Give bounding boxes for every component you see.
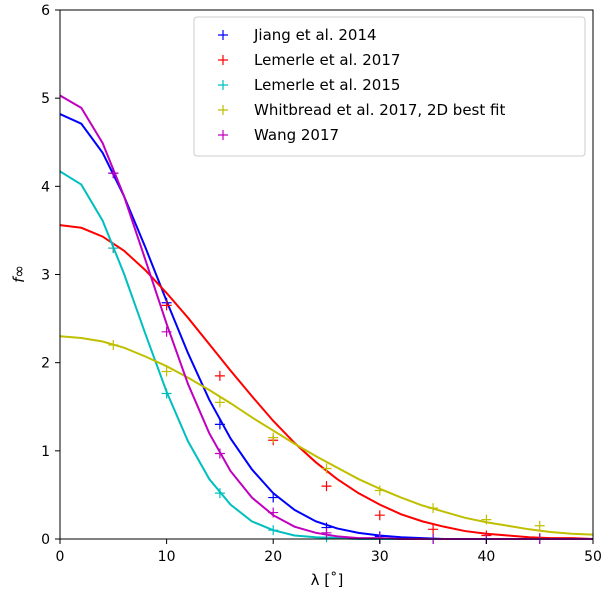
point-series-4-3 bbox=[214, 397, 225, 408]
point-series-5-4 bbox=[268, 507, 279, 518]
point-series-4-8 bbox=[481, 514, 492, 525]
point-series-2-5 bbox=[321, 481, 332, 492]
point-series-1-3 bbox=[214, 419, 225, 430]
y-tick-label: 1 bbox=[41, 444, 50, 460]
legend-marker-series-5 bbox=[218, 130, 228, 140]
point-series-4-5 bbox=[321, 463, 332, 474]
point-series-4-6 bbox=[374, 485, 385, 496]
point-series-3-1 bbox=[108, 243, 119, 254]
point-series-3-3 bbox=[214, 488, 225, 499]
x-tick-label: 30 bbox=[371, 549, 389, 565]
legend-marker-series-1 bbox=[218, 30, 228, 40]
point-series-5-1 bbox=[108, 168, 119, 179]
legend-label-series-2: Lemerle et al. 2017 bbox=[254, 51, 400, 69]
point-series-5-2 bbox=[161, 326, 172, 337]
y-tick-label: 3 bbox=[41, 268, 50, 284]
point-series-4-7 bbox=[428, 503, 439, 514]
y-tick-label: 2 bbox=[41, 356, 50, 372]
point-series-1-4 bbox=[268, 492, 279, 503]
legend-label-series-1: Jiang et al. 2014 bbox=[253, 26, 377, 44]
point-series-5-3 bbox=[214, 448, 225, 459]
legend-label-series-4: Whitbread et al. 2017, 2D best fit bbox=[254, 101, 505, 119]
legend-box bbox=[193, 16, 586, 157]
legend-marker-series-2 bbox=[218, 55, 228, 65]
point-series-3-2 bbox=[161, 388, 172, 399]
y-tick-label: 0 bbox=[41, 532, 50, 548]
x-tick-label: 20 bbox=[264, 549, 282, 565]
point-series-2-3 bbox=[214, 370, 225, 381]
point-series-4-9 bbox=[534, 520, 545, 531]
point-series-3-4 bbox=[268, 525, 279, 536]
legend-marker-series-4 bbox=[218, 105, 228, 115]
x-axis: 0 10 20 30 40 50 bbox=[56, 539, 602, 565]
x-tick-label: 40 bbox=[477, 549, 495, 565]
x-axis-label: λ [˚] bbox=[311, 571, 344, 589]
fit-line-series-4 bbox=[59, 335, 594, 536]
y-tick-label: 6 bbox=[41, 3, 50, 19]
x-tick-label: 10 bbox=[158, 549, 176, 565]
point-series-5-5 bbox=[321, 527, 332, 538]
y-axis-label: f∞ bbox=[10, 265, 28, 283]
x-tick-label: 0 bbox=[56, 549, 65, 565]
point-series-4-2 bbox=[161, 366, 172, 377]
y-tick-label: 5 bbox=[41, 91, 50, 107]
point-series-4-1 bbox=[108, 340, 119, 351]
point-series-2-7 bbox=[428, 524, 439, 535]
legend-label-series-5: Wang 2017 bbox=[254, 126, 339, 144]
y-axis: 0 1 2 3 4 5 6 bbox=[41, 3, 60, 548]
legend: Jiang et al. 2014 Lemerle et al. 2017 Leme… bbox=[193, 16, 586, 157]
point-series-2-2 bbox=[161, 300, 172, 311]
y-tick-label: 4 bbox=[41, 179, 50, 195]
legend-label-series-3: Lemerle et al. 2015 bbox=[254, 76, 400, 94]
x-tick-label: 50 bbox=[584, 549, 602, 565]
legend-marker-series-3 bbox=[218, 80, 228, 90]
point-series-4-4 bbox=[268, 432, 279, 443]
point-series-2-6 bbox=[374, 510, 385, 521]
